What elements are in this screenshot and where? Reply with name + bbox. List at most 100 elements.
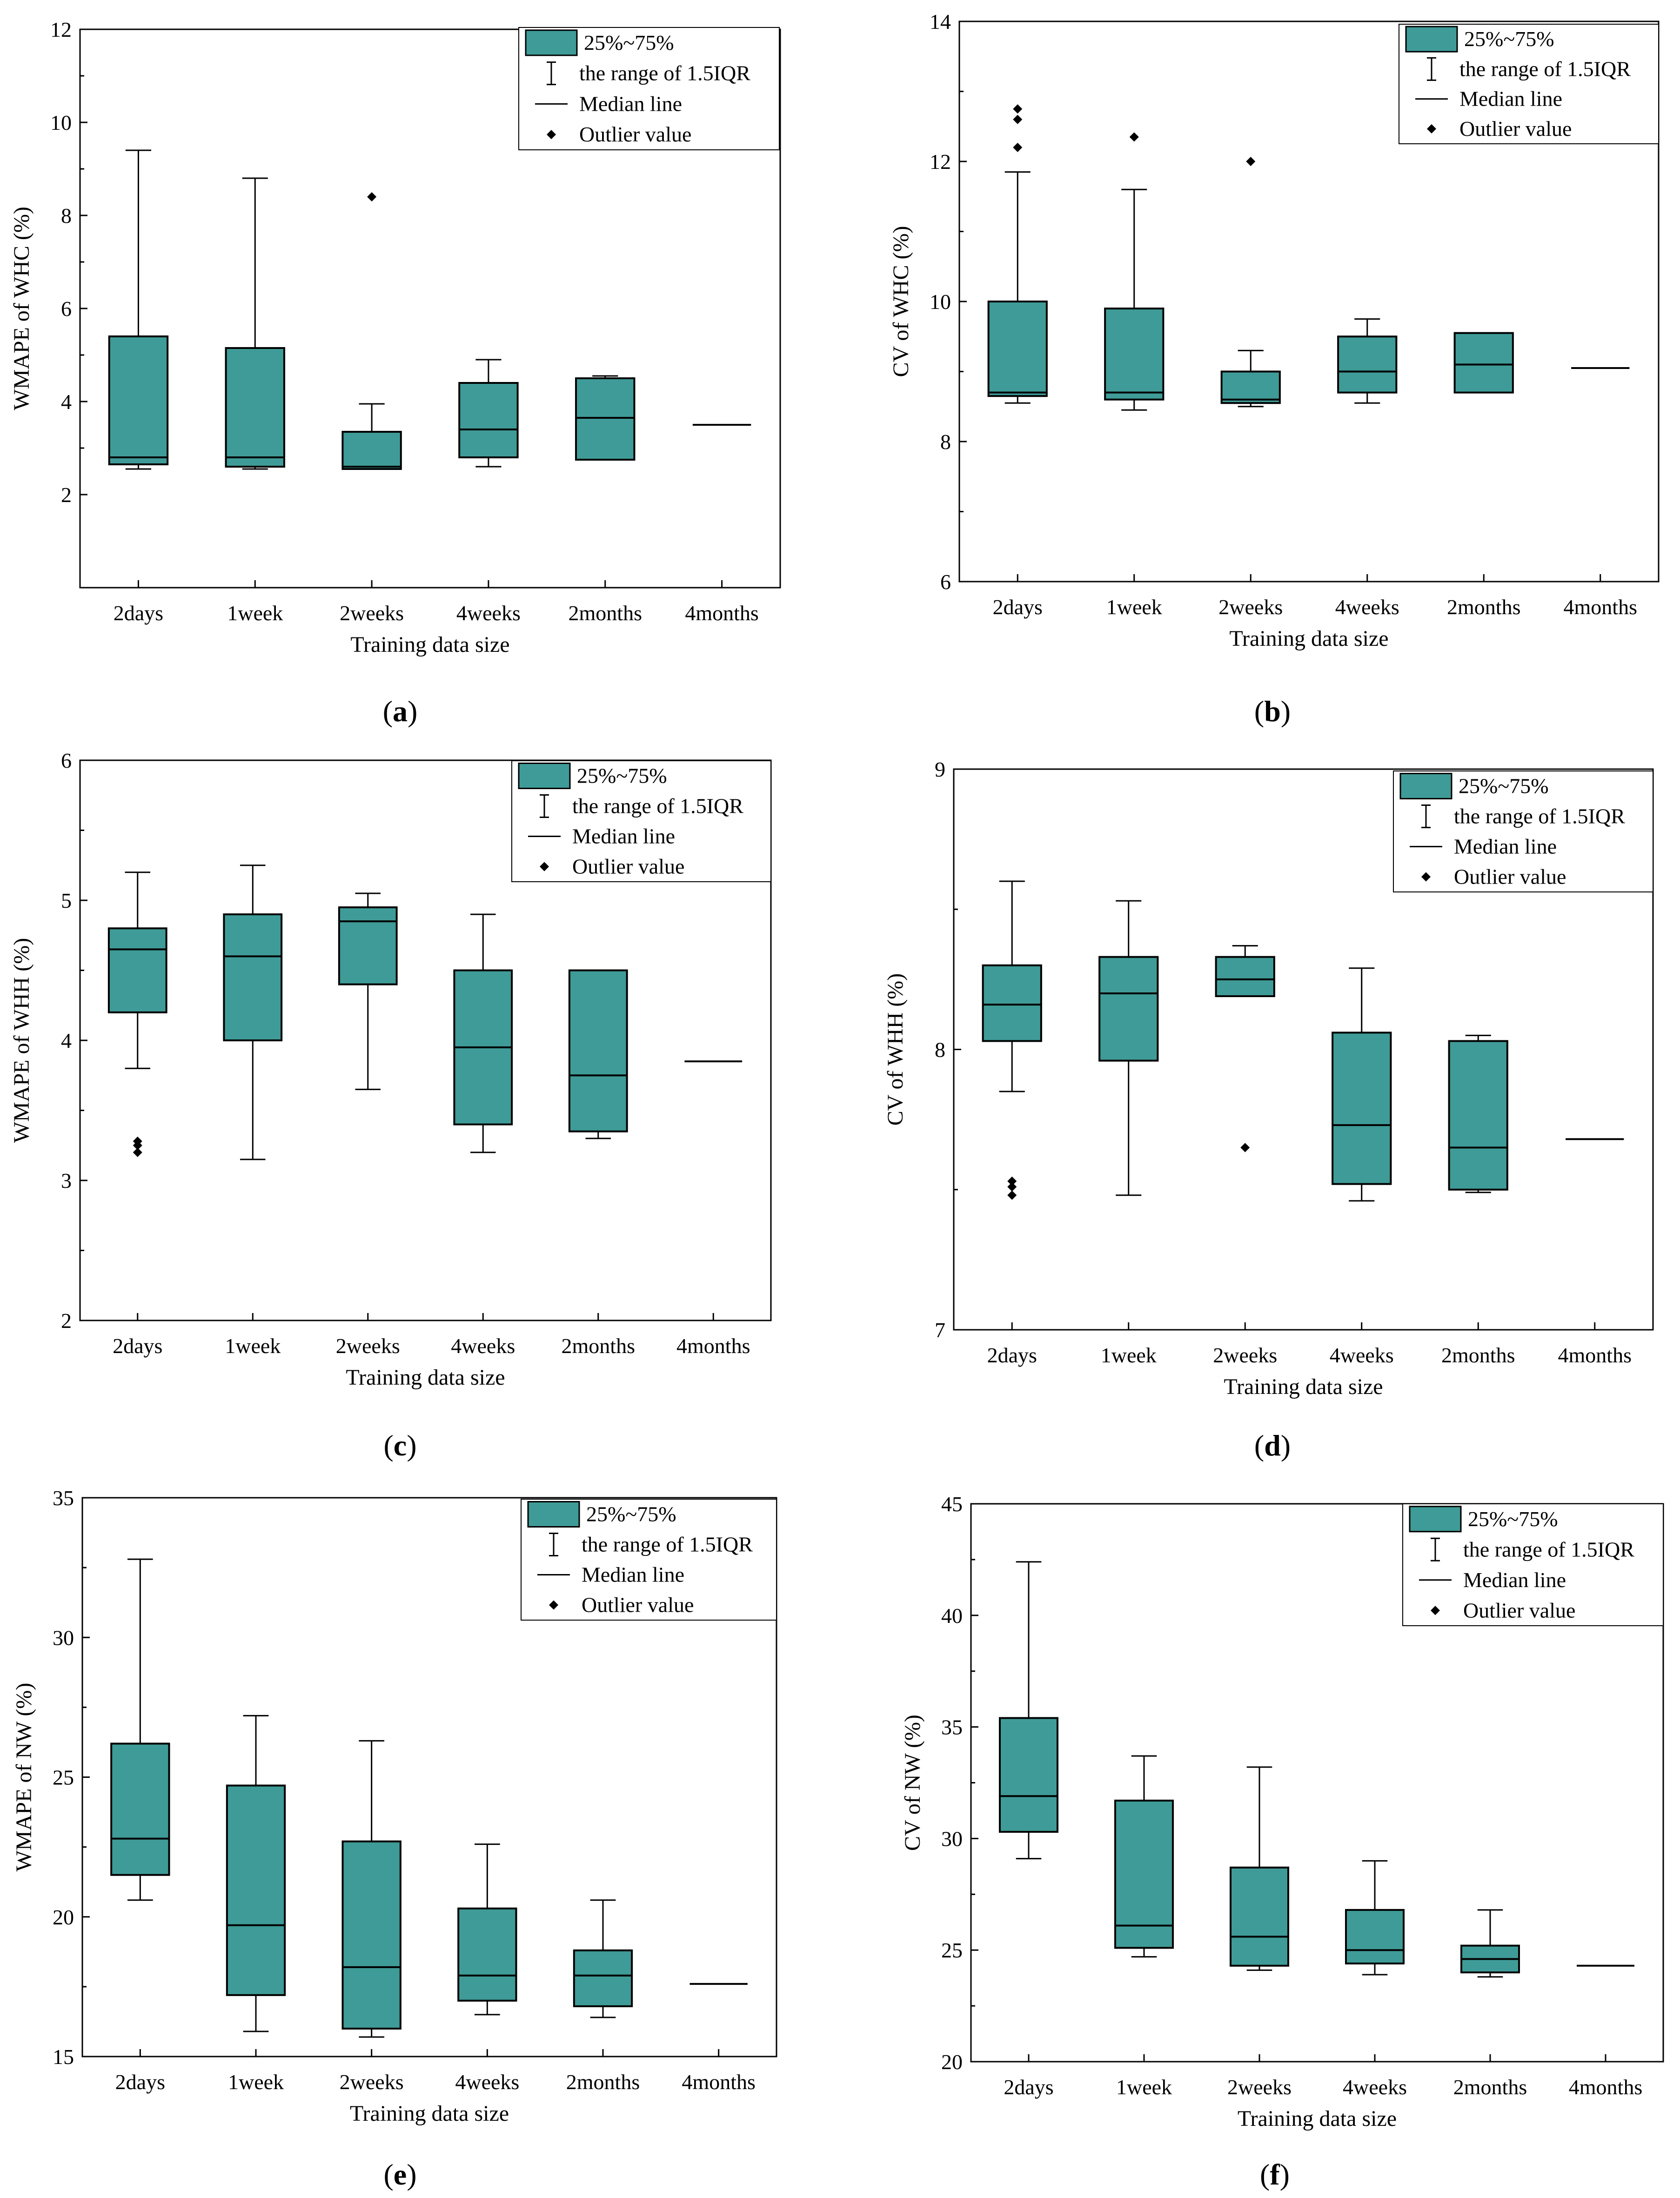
iqr-box <box>1230 1866 1289 1967</box>
legend: 25%~75% the range of 1.5IQR Median line Out… <box>1399 24 1659 144</box>
outlier-point <box>1129 132 1139 142</box>
x-axis-title: Training data size <box>350 632 509 657</box>
iqr-box <box>1215 956 1275 998</box>
iqr-box <box>1114 1799 1174 1949</box>
box-2days <box>107 871 167 1157</box>
box-4weeks <box>1337 318 1398 404</box>
x-tick-label: 1week <box>225 1334 281 1358</box>
x-tick-label: 2weeks <box>340 2070 404 2094</box>
legend-box-label: 25%~75% <box>1464 27 1554 51</box>
y-tick-label: 8 <box>940 430 951 454</box>
box-2months <box>568 969 628 1139</box>
caption-paren-close: ) <box>1280 2158 1290 2191</box>
box-2months <box>1460 1909 1520 1978</box>
x-tick-label: 1week <box>1101 1343 1157 1367</box>
chart-panel-e: 15 20 25 30 35 2days 1week 2weeks 4weeks 2months 4… <box>12 1486 777 2191</box>
outlier-point <box>367 192 377 201</box>
iqr-box <box>223 913 283 1041</box>
x-tick-label: 4months <box>685 601 758 625</box>
y-tick-label: 6 <box>940 570 951 594</box>
x-axis-title: Training data size <box>1229 626 1388 651</box>
legend-outlier-icon <box>549 1600 558 1610</box>
caption-letter: e <box>394 2158 407 2191</box>
legend-outlier-icon <box>1431 1606 1440 1615</box>
caption-letter: f <box>1270 2158 1280 2191</box>
x-tick-label: 1week <box>228 2070 284 2094</box>
iqr-box <box>1337 335 1398 394</box>
caption-paren-close: ) <box>408 695 417 728</box>
legend-whisker-label: the range of 1.5IQR <box>572 794 743 818</box>
legend-outlier-label: Outlier value <box>579 122 691 146</box>
chart-panel-d: 7 8 9 2days 1week 2weeks 4weeks 2months 4months T… <box>883 757 1654 1462</box>
panel-caption: (d) <box>1254 1429 1291 1462</box>
box-2weeks <box>1215 945 1275 1153</box>
caption-paren-open: ( <box>1254 1429 1264 1462</box>
panel-caption: (b) <box>1254 695 1291 728</box>
iqr-box <box>458 382 519 458</box>
legend-box-swatch <box>1405 26 1458 53</box>
legend-box-swatch <box>527 1501 580 1528</box>
legend-box-label: 25%~75% <box>586 1502 676 1526</box>
y-tick-label: 7 <box>935 1318 945 1342</box>
y-axis-title: CV of WHH (%) <box>883 973 908 1126</box>
x-tick-label: 2days <box>115 2070 165 2094</box>
x-tick-label: 4weeks <box>1330 1343 1394 1367</box>
legend-median-label: Median line <box>579 92 682 115</box>
iqr-box <box>1220 370 1281 404</box>
x-tick-label: 2months <box>1441 1343 1515 1367</box>
legend-outlier-icon <box>547 130 556 140</box>
caption-letter: a <box>393 695 408 728</box>
box-2weeks <box>341 192 402 470</box>
iqr-box <box>1448 1040 1508 1191</box>
x-tick-label: 4weeks <box>456 601 521 625</box>
caption-letter: d <box>1264 1429 1281 1462</box>
box-4weeks <box>453 913 513 1153</box>
caption-paren-close: ) <box>1281 695 1291 728</box>
y-tick-label: 12 <box>50 18 72 41</box>
box-2days <box>999 1561 1058 1860</box>
outlier-point <box>1013 142 1023 152</box>
x-tick-label: 2months <box>1453 2075 1527 2099</box>
y-tick-label: 10 <box>930 290 951 314</box>
iqr-box <box>1453 332 1514 394</box>
x-tick-label: 2days <box>113 1334 162 1358</box>
legend-whisker-label: the range of 1.5IQR <box>582 1533 753 1556</box>
x-axis-title: Training data size <box>346 1365 505 1390</box>
x-tick-label: 4weeks <box>1343 2075 1407 2099</box>
y-tick-label: 4 <box>61 1029 72 1052</box>
chart-panel-f: 20 25 30 35 40 45 2days 1week 2weeks 4weeks 2month… <box>900 1492 1664 2191</box>
panel-caption: (a) <box>383 695 418 728</box>
box-2days <box>987 104 1048 404</box>
legend-box-swatch <box>1409 1506 1462 1533</box>
y-tick-label: 3 <box>61 1169 72 1193</box>
x-tick-label: 2months <box>566 2070 640 2094</box>
outlier-point <box>1007 1190 1017 1200</box>
box-1week <box>225 177 285 470</box>
box-4weeks <box>1345 1860 1405 1976</box>
legend-outlier-label: Outlier value <box>1459 117 1572 141</box>
caption-paren-open: ( <box>383 1429 393 1462</box>
legend-outlier-label: Outlier value <box>572 855 684 878</box>
y-axis-title: CV of NW (%) <box>900 1715 925 1851</box>
y-tick-label: 4 <box>61 390 72 414</box>
iqr-box <box>225 347 285 468</box>
iqr-box <box>999 1717 1058 1833</box>
legend-median-label: Median line <box>572 824 675 848</box>
outlier-point <box>1013 114 1023 124</box>
legend-outlier-icon <box>1421 872 1431 882</box>
legend: 25%~75% the range of 1.5IQR Median line Out… <box>521 1499 777 1621</box>
y-axis-title: WMAPE of WHC (%) <box>9 207 34 410</box>
x-tick-label: 4months <box>682 2070 755 2094</box>
iqr-box <box>110 1742 170 1876</box>
x-tick-label: 1week <box>227 601 283 625</box>
caption-letter: c <box>394 1429 407 1462</box>
y-tick-label: 5 <box>61 889 72 912</box>
box-1week <box>1104 132 1165 411</box>
box-2months <box>573 1899 633 2018</box>
y-tick-label: 9 <box>935 757 945 781</box>
iqr-box <box>568 969 628 1133</box>
box-4weeks <box>457 1843 517 2016</box>
legend: 25%~75% the range of 1.5IQR Median line Out… <box>1393 771 1653 892</box>
outlier-point <box>1240 1143 1250 1153</box>
